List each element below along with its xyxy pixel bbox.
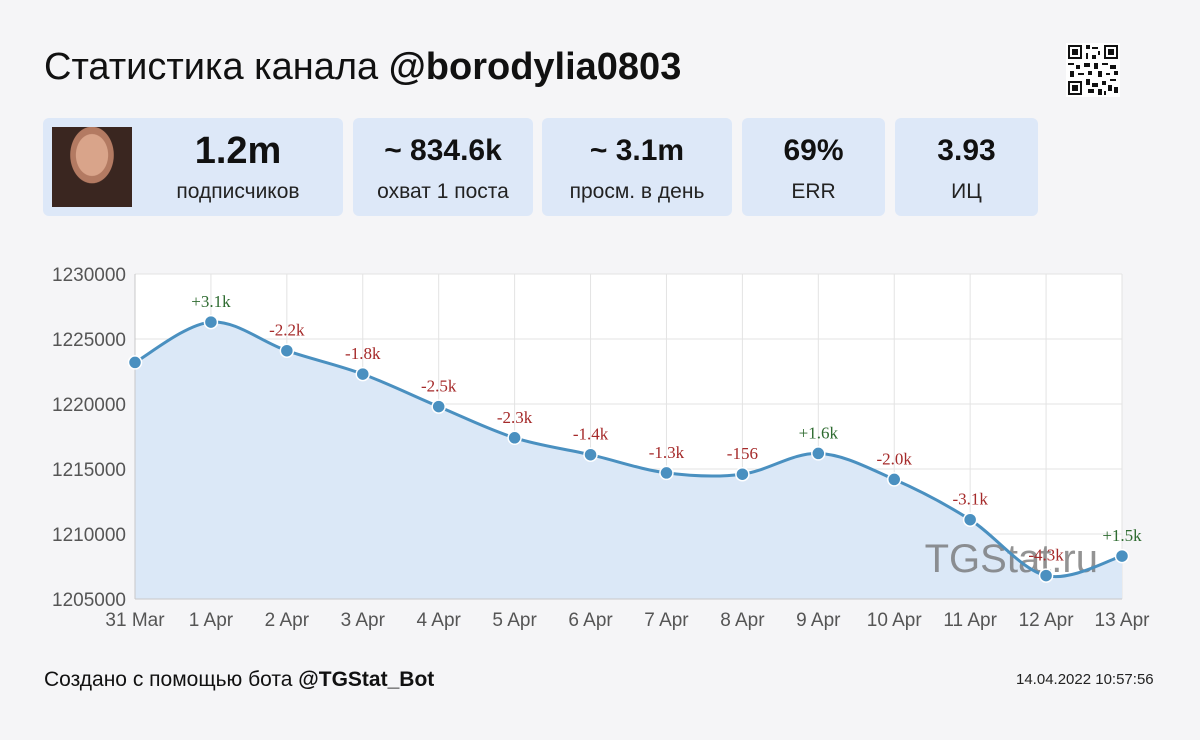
area-fill bbox=[135, 321, 1122, 599]
x-tick-label: 31 Mar bbox=[105, 610, 165, 631]
title-prefix: Статистика канала bbox=[44, 46, 379, 88]
x-tick-label: 4 Apr bbox=[417, 610, 462, 631]
x-tick-label: 11 Apr bbox=[943, 610, 997, 631]
data-label: -1.3k bbox=[649, 443, 685, 462]
data-label: -156 bbox=[727, 444, 758, 463]
err-label: ERR bbox=[791, 180, 836, 203]
x-tick-label: 10 Apr bbox=[867, 610, 923, 631]
reach-value: ~ 834.6k bbox=[384, 134, 502, 167]
views-card: ~ 3.1m просм. в день bbox=[542, 118, 732, 216]
data-point bbox=[583, 447, 598, 462]
data-point bbox=[203, 314, 219, 330]
reach-label: охват 1 поста bbox=[377, 180, 509, 203]
data-point bbox=[659, 465, 674, 481]
data-point bbox=[962, 512, 978, 527]
data-point bbox=[431, 399, 446, 414]
data-label: +3.1k bbox=[191, 292, 231, 311]
x-tick-label: 12 Apr bbox=[1019, 610, 1075, 631]
x-tick-label: 7 Apr bbox=[644, 610, 689, 631]
y-tick-label: 1210000 bbox=[52, 525, 126, 546]
x-tick-label: 8 Apr bbox=[720, 610, 765, 631]
data-label: -2.0k bbox=[877, 449, 913, 468]
ic-card: 3.93 ИЦ bbox=[895, 118, 1038, 216]
x-tick-label: 9 Apr bbox=[796, 610, 841, 631]
reach-card: ~ 834.6k охват 1 поста bbox=[353, 118, 533, 216]
footer-credit: Создано с помощью бота @TGStat_Bot bbox=[44, 668, 434, 692]
footer-prefix: Создано с помощью бота bbox=[44, 668, 293, 691]
views-value: ~ 3.1m bbox=[589, 134, 685, 167]
data-label: -2.2k bbox=[269, 321, 305, 340]
x-tick-label: 1 Apr bbox=[189, 610, 234, 631]
y-tick-label: 1215000 bbox=[52, 460, 126, 481]
data-label: -3.1k bbox=[952, 490, 988, 509]
y-tick-label: 1225000 bbox=[52, 330, 126, 351]
y-tick-label: 1220000 bbox=[52, 395, 126, 416]
data-point bbox=[279, 343, 295, 358]
data-label: -1.8k bbox=[345, 344, 381, 363]
data-point bbox=[735, 466, 750, 482]
footer-timestamp: 14.04.2022 10:57:56 bbox=[1016, 671, 1154, 688]
x-tick-label: 2 Apr bbox=[265, 610, 310, 631]
subscribers-chart: 1230000 1225000 1220000 1215000 1210000 12050… bbox=[52, 265, 1151, 631]
err-card: 69% ERR bbox=[742, 118, 885, 216]
y-tick-label: 1205000 bbox=[52, 590, 126, 611]
data-point bbox=[811, 446, 826, 461]
ic-label: ИЦ bbox=[951, 180, 982, 203]
data-point bbox=[1038, 568, 1054, 583]
subscribers-label: подписчиков bbox=[176, 180, 300, 203]
data-label: +1.6k bbox=[799, 423, 839, 442]
x-tick-label: 6 Apr bbox=[568, 610, 613, 631]
data-point bbox=[886, 472, 902, 487]
page-title: Статистика канала @borodylia0803 bbox=[44, 46, 681, 89]
views-label: просм. в день bbox=[569, 180, 705, 203]
y-tick-label: 1230000 bbox=[52, 265, 126, 286]
data-label: -4.3k bbox=[1028, 546, 1064, 565]
data-point bbox=[507, 430, 522, 446]
data-point bbox=[127, 355, 143, 370]
x-tick-label: 13 Apr bbox=[1095, 610, 1151, 631]
x-tick-label: 5 Apr bbox=[492, 610, 537, 631]
footer-bot-link[interactable]: @TGStat_Bot bbox=[298, 668, 435, 691]
err-value: 69% bbox=[783, 134, 844, 167]
subscribers-value: 1.2m bbox=[194, 130, 282, 172]
data-label: -2.3k bbox=[497, 408, 533, 427]
subscribers-card: 1.2m подписчиков bbox=[43, 118, 343, 216]
avatar bbox=[52, 127, 132, 207]
data-point bbox=[355, 366, 371, 382]
channel-name: @borodylia0803 bbox=[388, 46, 682, 88]
data-point bbox=[1114, 548, 1130, 564]
qr-code-icon bbox=[1066, 43, 1120, 97]
x-tick-label: 3 Apr bbox=[341, 610, 386, 631]
data-label: -2.5k bbox=[421, 377, 457, 396]
data-label: +1.5k bbox=[1102, 526, 1142, 545]
ic-value: 3.93 bbox=[937, 134, 996, 167]
data-label: -1.4k bbox=[573, 425, 609, 444]
